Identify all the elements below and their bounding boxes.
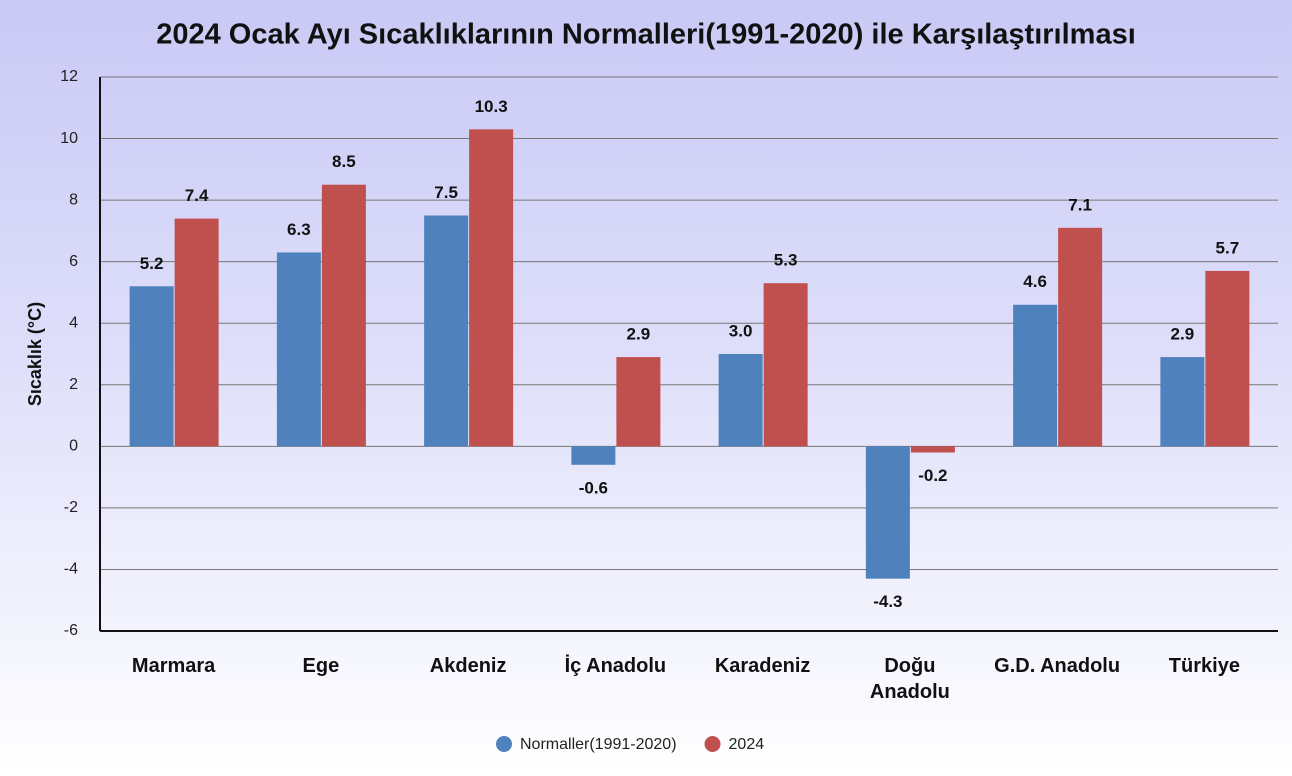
x-tick-label: Doğu Anadolu xyxy=(869,655,950,703)
bar xyxy=(424,215,469,447)
y-tick-label: -6 xyxy=(64,622,78,639)
y-tick-label: 12 xyxy=(60,68,78,85)
legend-label: Normaller(1991-2020) xyxy=(520,736,677,753)
x-tick-label: G.D. Anadolu xyxy=(994,655,1121,677)
value-label: 3.0 xyxy=(729,321,753,340)
bar xyxy=(1205,270,1250,447)
x-tick-label: Ege xyxy=(302,655,340,677)
value-label: 5.2 xyxy=(140,254,164,273)
y-tick-label: -2 xyxy=(64,499,78,516)
value-label: 5.3 xyxy=(774,251,798,270)
y-tick-label: 8 xyxy=(69,191,78,208)
value-label: 7.1 xyxy=(1068,195,1092,214)
value-label: 7.4 xyxy=(185,186,209,205)
value-label: 5.7 xyxy=(1216,238,1240,257)
bar xyxy=(910,446,955,453)
value-label: 2.9 xyxy=(627,325,651,344)
bar xyxy=(321,184,366,447)
bar xyxy=(865,446,910,579)
value-label: 10.3 xyxy=(475,97,508,116)
bar xyxy=(763,283,808,447)
value-label: 8.5 xyxy=(332,152,356,171)
bar xyxy=(469,129,514,447)
x-tick-label: Marmara xyxy=(131,655,216,677)
legend-label: 2024 xyxy=(729,736,765,753)
value-label: -0.6 xyxy=(579,478,608,497)
y-tick-label: 2 xyxy=(69,376,78,393)
y-tick-label: 6 xyxy=(69,253,78,270)
value-label: -0.2 xyxy=(918,466,947,485)
bar xyxy=(174,218,219,447)
bar xyxy=(1013,304,1058,447)
value-label: 2.9 xyxy=(1171,325,1195,344)
y-tick-label: 10 xyxy=(60,130,78,147)
bar xyxy=(571,446,616,465)
value-label: -4.3 xyxy=(873,592,902,611)
bar xyxy=(1160,357,1205,447)
value-label: 6.3 xyxy=(287,220,311,239)
bar xyxy=(129,286,174,447)
x-tick-label: Karadeniz xyxy=(714,655,811,677)
y-tick-label: 4 xyxy=(69,314,78,331)
y-axis-label: Sıcaklık (°C) xyxy=(25,302,45,406)
value-label: 4.6 xyxy=(1023,272,1047,291)
y-tick-label: 0 xyxy=(69,438,78,455)
bar xyxy=(718,354,763,447)
x-tick-label: Türkiye xyxy=(1168,655,1240,677)
bar xyxy=(276,252,321,447)
bar xyxy=(1058,227,1103,447)
chart-title: 2024 Ocak Ayı Sıcaklıklarının Normalleri… xyxy=(156,19,1136,51)
legend-marker xyxy=(496,736,512,752)
y-tick-label: -4 xyxy=(64,561,78,578)
value-label: 7.5 xyxy=(434,183,458,202)
x-tick-label: Akdeniz xyxy=(429,655,507,677)
x-tick-label: İç Anadolu xyxy=(564,655,667,677)
legend-marker xyxy=(704,736,721,752)
bar xyxy=(616,357,661,447)
